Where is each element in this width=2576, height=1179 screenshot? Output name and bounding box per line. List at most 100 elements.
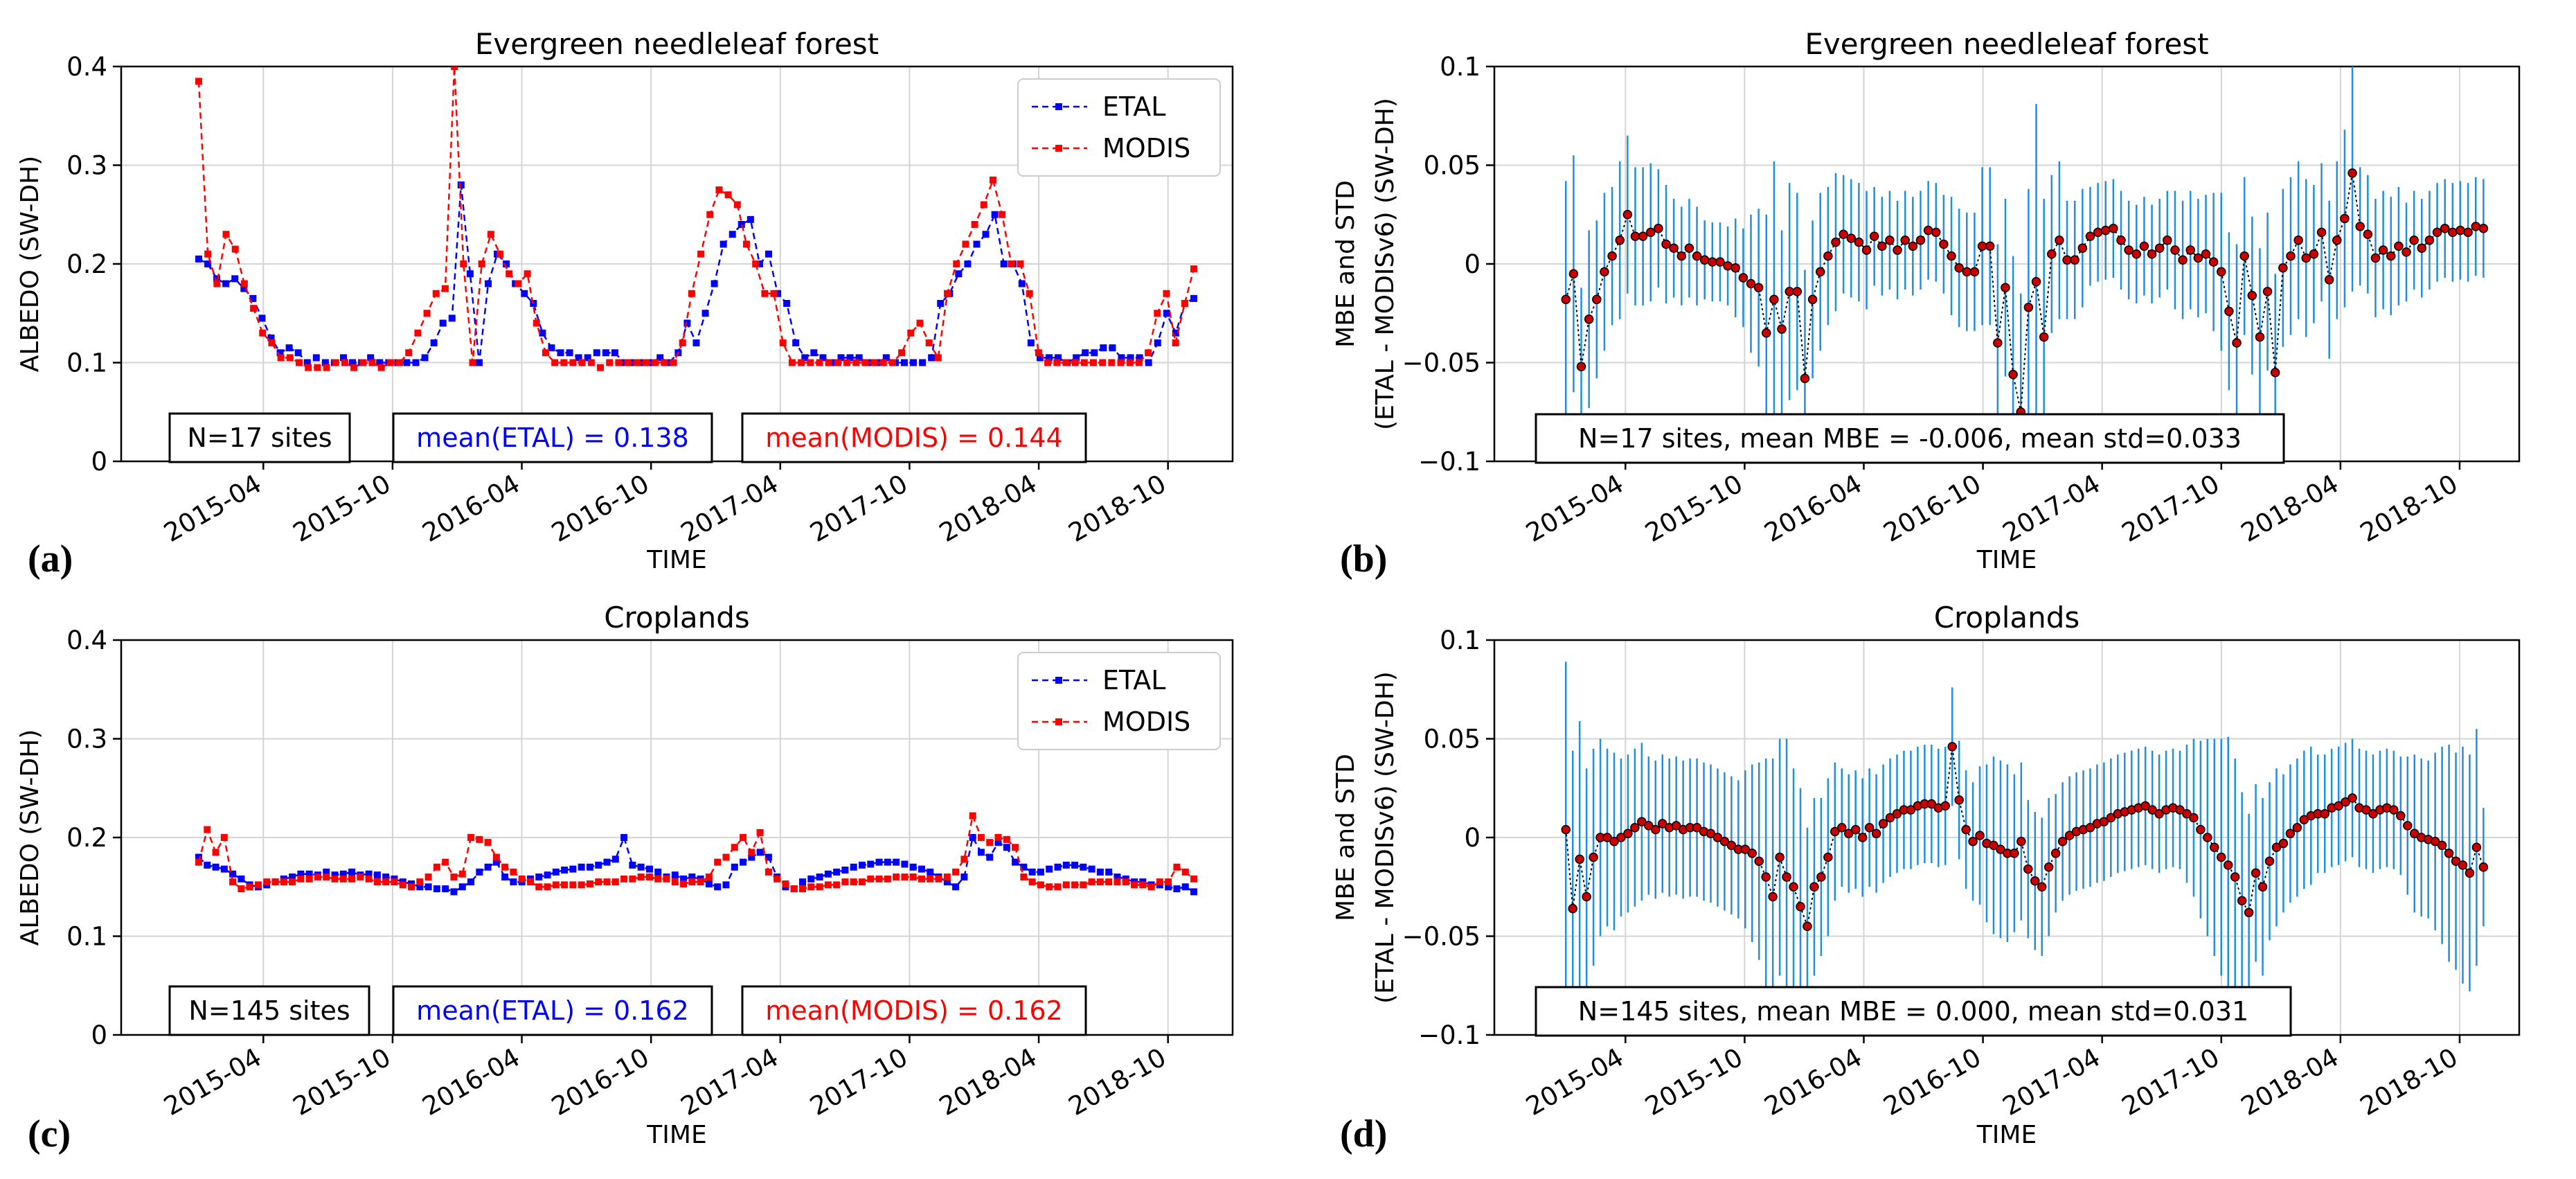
data-point-etal — [620, 359, 627, 366]
data-point-etal — [1163, 310, 1170, 317]
mbe-point — [2193, 253, 2203, 263]
mbe-point — [1993, 338, 2003, 348]
mbe-point — [2196, 824, 2206, 835]
data-point-modis — [469, 359, 476, 366]
data-point-modis — [969, 812, 976, 819]
data-point-modis — [611, 878, 619, 886]
data-point-modis — [807, 883, 815, 891]
mbe-point — [1645, 227, 1656, 238]
mbe-point — [2210, 842, 2219, 852]
mbe-point — [2293, 236, 2303, 245]
data-point-modis — [1147, 883, 1155, 891]
mbe-point — [2217, 267, 2226, 277]
mbe-point — [2178, 255, 2188, 265]
mbe-point — [2286, 251, 2296, 261]
data-point-modis — [377, 364, 385, 371]
mbe-point — [1846, 233, 1857, 243]
data-point-etal — [801, 354, 809, 362]
data-point-modis — [688, 290, 695, 297]
data-point-modis — [867, 875, 875, 883]
mbe-point — [1782, 872, 1791, 882]
data-point-modis — [1156, 878, 1163, 886]
data-point-modis — [286, 354, 294, 362]
annotation-box — [392, 985, 713, 1036]
data-point-etal — [1046, 865, 1053, 873]
mbe-point — [2057, 836, 2068, 846]
data-point-modis — [314, 874, 321, 880]
data-point-etal — [918, 865, 925, 873]
data-point-etal — [1190, 294, 1198, 302]
data-point-modis — [1139, 881, 1147, 889]
mbe-point — [2386, 251, 2396, 261]
data-point-modis — [620, 875, 628, 883]
data-point-etal — [297, 870, 305, 878]
mbe-point — [1561, 824, 1571, 835]
data-point-modis — [526, 878, 534, 886]
data-point-modis — [1037, 881, 1044, 889]
data-point-etal — [850, 863, 857, 871]
data-point-modis — [1126, 359, 1134, 366]
mbe-point — [1630, 231, 1640, 241]
data-point-etal — [416, 883, 424, 891]
mbe-point — [1892, 809, 1902, 819]
mbe-point — [2100, 225, 2111, 236]
mbe-point — [2458, 860, 2468, 870]
mbe-point — [2471, 842, 2482, 852]
data-point-modis — [833, 881, 841, 889]
annotation-text: N=145 sites, mean MBE = 0.000, mean std=… — [1578, 996, 2248, 1027]
mbe-point — [1954, 263, 1964, 273]
data-point-etal — [222, 280, 230, 287]
annotation-box — [168, 412, 351, 463]
annotation-box — [741, 985, 1087, 1036]
mbe-point — [2001, 283, 2010, 292]
data-point-modis — [544, 883, 551, 891]
data-point-etal — [1037, 868, 1044, 876]
mbe-point — [1947, 251, 1956, 261]
data-point-etal — [433, 885, 440, 893]
data-point-etal — [1027, 339, 1035, 346]
data-point-etal — [457, 181, 465, 188]
mbe-point — [2031, 276, 2041, 287]
data-point-etal — [943, 878, 951, 886]
mbe-point — [2301, 253, 2311, 263]
mbe-point — [1676, 251, 1687, 261]
mbe-point — [1931, 227, 1941, 238]
data-point-etal — [1062, 861, 1070, 869]
data-point-modis — [782, 880, 789, 887]
data-point-etal — [1054, 863, 1062, 871]
data-point-etal — [1181, 883, 1189, 891]
data-point-modis — [790, 885, 798, 893]
annotation-text: mean(MODIS) = 0.144 — [765, 423, 1063, 453]
data-point-modis — [408, 883, 415, 891]
mbe-point — [2478, 223, 2489, 233]
mbe-point — [1692, 823, 1702, 833]
data-point-etal — [722, 881, 730, 889]
mbe-point — [1708, 257, 1717, 267]
mbe-point — [1684, 243, 1694, 253]
data-point-modis — [615, 359, 623, 366]
data-point-modis — [798, 359, 805, 366]
mbe-point — [2116, 236, 2126, 245]
data-point-etal — [893, 858, 900, 866]
mbe-point — [1844, 828, 1854, 839]
data-point-modis — [518, 875, 526, 883]
data-point-modis — [365, 875, 373, 883]
data-point-modis — [204, 826, 211, 833]
mbe-point — [1638, 231, 1648, 241]
data-point-etal — [285, 344, 293, 352]
mbe-point — [2064, 831, 2075, 840]
mbe-point — [2403, 821, 2413, 831]
y-tick-label: 0.05 — [1424, 725, 1481, 754]
mbe-point — [1630, 823, 1640, 833]
data-point-modis — [1053, 359, 1061, 366]
data-point-etal — [575, 354, 582, 362]
data-point-etal — [986, 853, 994, 861]
data-point-etal — [521, 290, 528, 297]
data-point-modis — [1054, 883, 1062, 891]
data-point-modis — [962, 240, 969, 248]
data-point-modis — [834, 359, 841, 366]
x-axis-label: TIME — [1976, 1121, 2037, 1149]
data-point-modis — [1071, 359, 1079, 366]
y-tick-label: 0 — [91, 1020, 107, 1050]
data-point-modis — [901, 874, 909, 880]
